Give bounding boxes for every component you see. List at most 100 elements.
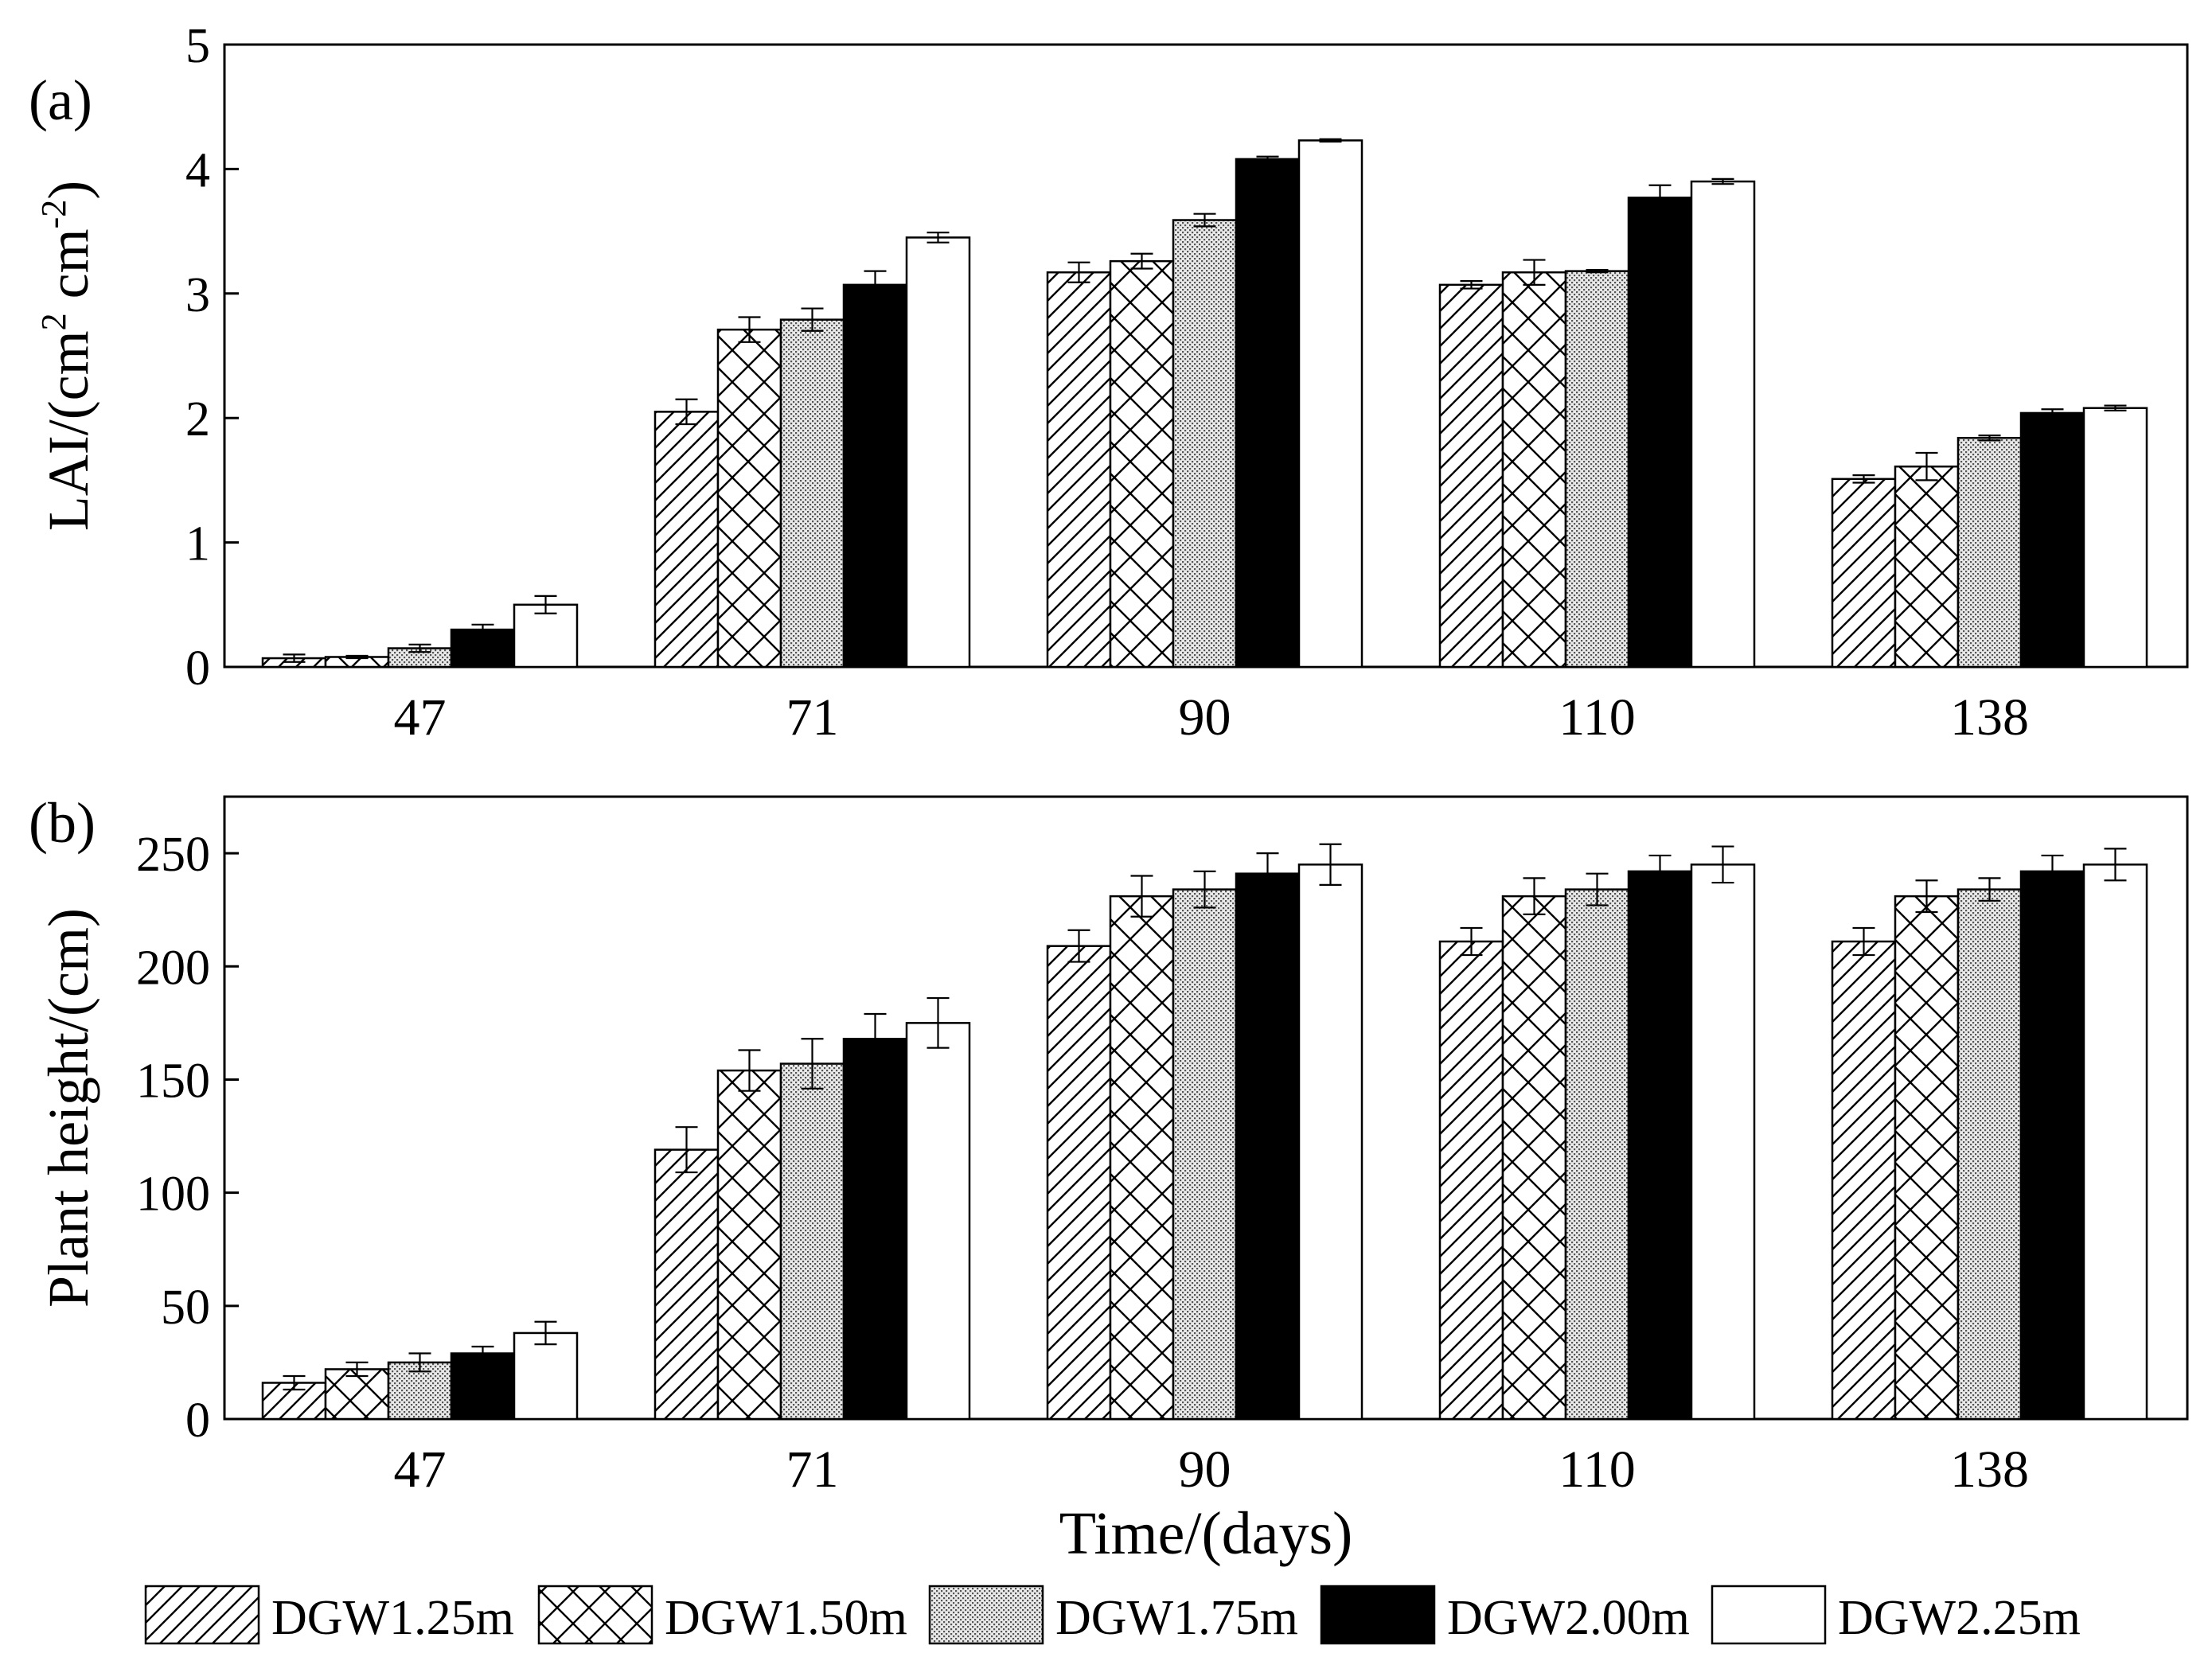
error-bar	[345, 654, 369, 660]
error-bar	[1256, 852, 1279, 895]
bar-dgw2-00m-day-138	[2019, 411, 2085, 669]
bar-dgw2-25m-day-138	[2082, 864, 2148, 1421]
panel-a-y-ticks: 0 1 2 3 4 5	[185, 19, 239, 696]
error-bar	[927, 232, 950, 244]
error-bar	[1067, 261, 1090, 283]
error-bar	[1460, 926, 1483, 957]
panel-b-y-ticks: 0 50 100 150 200 250	[136, 828, 239, 1448]
error-bar	[738, 316, 761, 343]
y-tick-label: 250	[136, 828, 210, 882]
error-bar	[283, 1374, 306, 1391]
y-tick-label: 50	[161, 1281, 210, 1335]
bar-dgw1-75m-day-138	[1956, 888, 2023, 1421]
bar-dgw1-75m-day-110	[1564, 888, 1630, 1421]
panel-a-label: (a)	[29, 68, 92, 132]
y-tick-label: 5	[185, 19, 210, 73]
error-bar	[408, 643, 431, 653]
error-bar	[1978, 434, 2001, 442]
bar-dgw2-00m-day-47	[450, 1352, 516, 1421]
bar-dgw1-25m-day-90	[1046, 945, 1112, 1421]
error-bar	[534, 1320, 557, 1346]
bar-dgw1-25m-day-110	[1438, 283, 1504, 669]
error-bar	[1915, 879, 1938, 914]
bar-dgw1-50m-day-138	[1894, 465, 1960, 669]
bar-dgw2-00m-day-138	[2019, 870, 2085, 1421]
error-bar	[283, 653, 306, 663]
legend-label: DGW1.50m	[665, 1591, 907, 1645]
legend-swatch	[1320, 1585, 1436, 1645]
legend: DGW1.25m DGW1.50m DGW1.75m DGW2.00m DGW2.25m	[144, 1585, 2081, 1645]
legend-swatch	[1711, 1585, 1827, 1645]
bar-dgw2-25m-day-71	[905, 236, 971, 669]
error-bar	[1319, 843, 1342, 887]
x-tick-label: 71	[786, 1441, 839, 1499]
error-bar	[1978, 877, 2001, 902]
bar-dgw2-00m-day-71	[842, 283, 908, 669]
error-bar	[2104, 848, 2127, 882]
error-bar	[408, 1352, 431, 1373]
error-bar	[1648, 184, 1672, 212]
bar-dgw1-50m-day-138	[1894, 895, 1960, 1421]
legend-item-dgw1-25m: DGW1.25m	[144, 1585, 514, 1645]
error-bar	[1523, 259, 1546, 286]
panel-b-label: (b)	[29, 791, 96, 855]
y-tick-label: 0	[185, 1394, 210, 1448]
error-bar	[1460, 280, 1483, 290]
bar-dgw1-75m-day-71	[779, 1062, 845, 1421]
legend-swatch	[144, 1585, 260, 1645]
bar-dgw1-50m-day-110	[1501, 271, 1567, 669]
error-bar	[1586, 268, 1609, 274]
error-bar	[471, 1345, 494, 1362]
panel-a-bars	[261, 138, 2148, 669]
error-bar	[801, 1038, 824, 1090]
bar-dgw1-50m-day-90	[1109, 259, 1175, 669]
error-bar	[1523, 877, 1546, 915]
legend-item-dgw2-25m: DGW2.25m	[1711, 1585, 2081, 1645]
bar-dgw1-75m-day-71	[779, 318, 845, 669]
error-bar	[1130, 252, 1153, 270]
bar-dgw2-25m-day-47	[513, 1331, 579, 1421]
legend-item-dgw1-50m: DGW1.50m	[537, 1585, 907, 1645]
error-bar	[1586, 872, 1609, 906]
legend-item-dgw1-75m: DGW1.75m	[928, 1585, 1298, 1645]
error-bar	[738, 1049, 761, 1092]
y-tick-label: 0	[185, 641, 210, 696]
error-bar	[1852, 474, 1875, 484]
bar-dgw1-25m-day-90	[1046, 271, 1112, 669]
bar-dgw2-25m-day-71	[905, 1022, 971, 1421]
bar-dgw2-25m-day-90	[1297, 139, 1363, 669]
x-tick-label: 47	[394, 688, 447, 747]
error-bar	[1648, 854, 1672, 888]
bar-dgw1-25m-day-71	[653, 411, 720, 669]
legend-label: DGW1.25m	[271, 1591, 514, 1645]
y-tick-label: 200	[136, 941, 210, 995]
bar-dgw2-25m-day-138	[2082, 407, 2148, 669]
error-bar	[471, 623, 494, 636]
x-tick-label: 138	[1950, 688, 2029, 747]
error-bar	[1852, 926, 1875, 957]
error-bar	[1915, 451, 1938, 481]
bar-dgw1-25m-day-138	[1831, 940, 1897, 1421]
x-tick-label: 71	[786, 688, 839, 747]
error-bar	[2104, 404, 2127, 411]
x-tick-label: 90	[1179, 688, 1231, 747]
error-bar	[927, 996, 950, 1049]
error-bar	[864, 1012, 887, 1065]
bar-dgw1-75m-day-110	[1564, 270, 1630, 669]
bar-dgw1-50m-day-71	[716, 328, 782, 669]
x-tick-label: 110	[1559, 1441, 1636, 1499]
bar-dgw2-00m-day-110	[1627, 197, 1693, 669]
y-tick-label: 2	[185, 392, 210, 446]
error-bar	[2041, 854, 2064, 888]
error-bar	[675, 1126, 698, 1174]
x-tick-label: 47	[394, 1441, 447, 1499]
error-bar	[534, 595, 557, 614]
bar-dgw2-00m-day-47	[450, 628, 516, 669]
y-tick-label: 150	[136, 1054, 210, 1108]
legend-item-dgw2-00m: DGW2.00m	[1320, 1585, 1690, 1645]
panel-b-y-axis-label: Plant height/(cm)	[37, 908, 100, 1308]
bar-dgw2-25m-day-110	[1690, 180, 1756, 669]
bar-dgw2-00m-day-71	[842, 1038, 908, 1421]
bar-dgw2-00m-day-90	[1235, 158, 1301, 669]
panel-b-bars	[261, 843, 2148, 1421]
